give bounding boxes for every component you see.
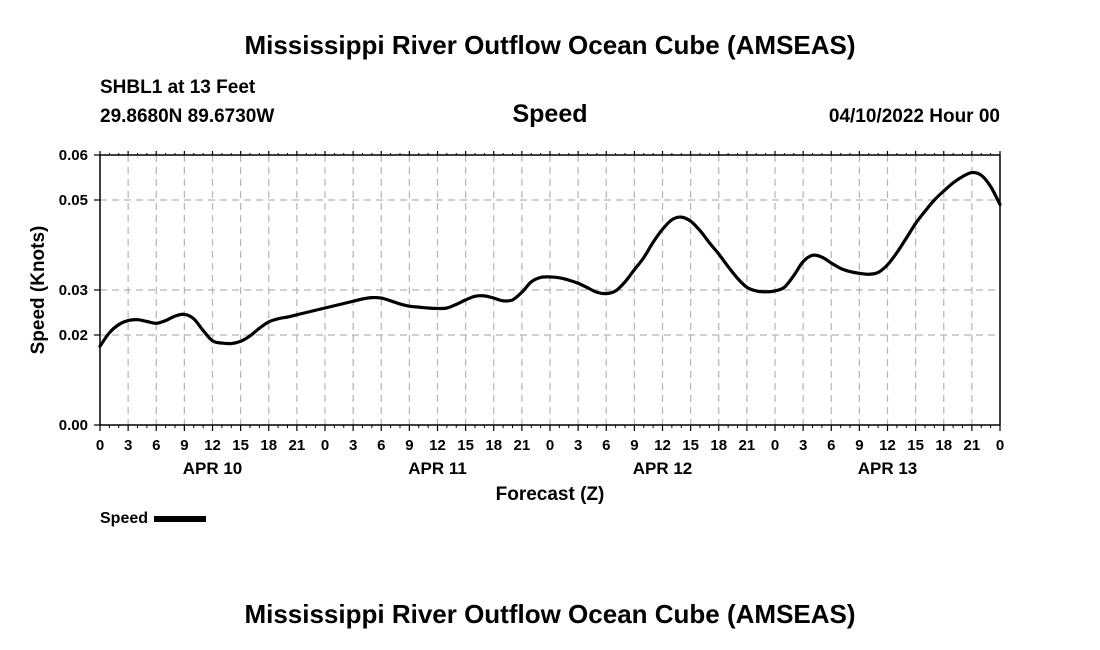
y-tick-label: 0.02	[59, 327, 88, 344]
x-tick-label: 12	[879, 437, 896, 454]
x-tick-label: 21	[514, 437, 531, 454]
coordinates-label: 29.8680N 89.6730W	[100, 106, 275, 127]
series-layer	[98, 170, 1002, 348]
x-tick-label: 15	[457, 437, 474, 454]
day-label: APR 13	[858, 459, 918, 478]
day-label: APR 11	[408, 459, 467, 478]
x-tick-label: 18	[935, 437, 952, 454]
x-tick-label: 15	[232, 437, 249, 454]
x-tick-label: 0	[546, 437, 554, 454]
chart-title: Mississippi River Outflow Ocean Cube (AM…	[244, 30, 856, 60]
x-tick-label: 18	[710, 437, 727, 454]
x-tick-label: 21	[289, 437, 306, 454]
x-tick-label: 9	[630, 437, 638, 454]
variable-title: Speed	[512, 100, 588, 128]
series-line-speed	[98, 170, 1002, 348]
x-tick-label: 0	[771, 437, 779, 454]
footer-title: Mississippi River Outflow Ocean Cube (AM…	[244, 599, 856, 629]
x-tick-label: 18	[260, 437, 277, 454]
plot-frame	[99, 154, 1001, 426]
x-tick-label: 9	[180, 437, 188, 454]
grid	[100, 155, 1000, 425]
x-tick-label: 15	[907, 437, 924, 454]
legend-label: Speed	[100, 510, 149, 527]
x-tick-label: 0	[96, 437, 104, 454]
y-tick-label: 0.00	[59, 417, 88, 434]
x-axis-label: Forecast (Z)	[496, 484, 605, 505]
x-tick-label: 12	[429, 437, 446, 454]
x-tick-label: 9	[405, 437, 413, 454]
x-tick-label: 21	[964, 437, 981, 454]
x-tick-label: 0	[996, 437, 1004, 454]
day-label: APR 10	[183, 459, 243, 478]
x-tick-label: 3	[574, 437, 582, 454]
x-tick-label: 3	[799, 437, 807, 454]
legend-line-swatch	[154, 516, 207, 522]
x-tick-label: 6	[152, 437, 160, 454]
x-tick-label: 12	[654, 437, 671, 454]
y-tick-label: 0.03	[59, 282, 88, 299]
station-label: SHBL1 at 13 Feet	[100, 77, 256, 98]
forecast-date: 04/10/2022 Hour 00	[828, 106, 1000, 127]
x-tick-label: 3	[124, 437, 132, 454]
x-tick-label: 12	[204, 437, 221, 454]
y-axis-label: Speed (Knots)	[28, 226, 49, 355]
x-tick-label: 6	[602, 437, 610, 454]
day-label: APR 12	[633, 459, 693, 478]
x-tick-label: 18	[485, 437, 502, 454]
y-tick-label: 0.06	[59, 147, 88, 164]
legend: Speed	[100, 510, 207, 528]
x-tick-label: 9	[855, 437, 863, 454]
x-tick-label: 21	[739, 437, 756, 454]
x-tick-label: 6	[377, 437, 385, 454]
x-tick-label: 6	[827, 437, 835, 454]
axis-labels: 0 3 6 9 12 15 18 21 0 3 6 9 12 15 18 21 0 3 6 9 12 15 18 21 0 3 6 9…	[28, 147, 1004, 505]
axis-ticks	[94, 151, 1001, 431]
x-tick-label: 3	[349, 437, 357, 454]
x-tick-label: 0	[321, 437, 329, 454]
x-tick-label: 15	[682, 437, 699, 454]
y-tick-label: 0.05	[59, 192, 88, 209]
